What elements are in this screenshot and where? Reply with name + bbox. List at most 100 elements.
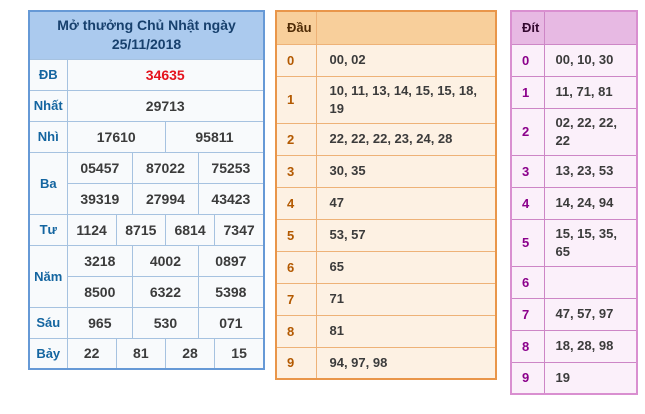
table-row: 39319 27994 43423: [29, 182, 265, 215]
table-row: 8500 6322 5398: [29, 275, 265, 308]
dau-header-label: Đầu: [275, 10, 317, 45]
prize-results-table: Mở thưởng Chủ Nhật ngày 25/11/2018 ĐB 34…: [28, 10, 265, 370]
prize-label-nhi: Nhì: [28, 120, 68, 153]
prize-label-db: ĐB: [28, 58, 68, 91]
table-row: 3 13, 23, 53: [510, 154, 638, 188]
dit-header-label: Đít: [510, 10, 545, 45]
table-row: 2 02, 22, 22, 22: [510, 107, 638, 156]
prize-value: 75253: [197, 151, 265, 184]
prize-value: 3218: [66, 244, 134, 277]
digit-cell: 3: [275, 154, 317, 188]
prize-value: 43423: [197, 182, 265, 215]
numbers-cell: 47, 57, 97: [543, 297, 638, 331]
digit-cell: 7: [510, 297, 545, 331]
table-row: Tư 1124 8715 6814 7347: [28, 213, 265, 246]
prize-value-special: 34635: [66, 58, 265, 91]
table-row: Mở thưởng Chủ Nhật ngày 25/11/2018: [28, 10, 265, 60]
numbers-cell: 81: [315, 314, 497, 348]
prize-value: 15: [214, 337, 265, 370]
digit-cell: 5: [275, 218, 317, 252]
prize-value: 17610: [66, 120, 166, 153]
digit-cell: 4: [275, 186, 317, 220]
digit-cell: 4: [510, 186, 545, 220]
table-row: 8 18, 28, 98: [510, 329, 638, 363]
prize-value: 7347: [214, 213, 265, 246]
prize-value: 29713: [66, 89, 265, 122]
numbers-cell: 00, 02: [315, 43, 497, 77]
prize-label-tu: Tư: [28, 213, 68, 246]
prize-value: 965: [66, 306, 134, 339]
dit-table: Đít 0 00, 10, 30 1 11, 71, 81 2 02, 22, 22,…: [510, 10, 638, 395]
title-line-2: 25/11/2018: [111, 36, 182, 53]
numbers-cell: 71: [315, 282, 497, 316]
table-row: ĐB 34635: [28, 58, 265, 91]
dit-header-spacer: [543, 10, 638, 45]
table-row: 4 14, 24, 94: [510, 186, 638, 220]
prize-value: 071: [197, 306, 265, 339]
table-row: Sáu 965 530 071: [28, 306, 265, 339]
prize-value: 27994: [132, 182, 199, 215]
table-row: 9 94, 97, 98: [275, 346, 497, 380]
numbers-cell: 11, 71, 81: [543, 75, 638, 109]
prize-value: 81: [115, 337, 166, 370]
table-row: Nhất 29713: [28, 89, 265, 122]
table-row: 1 11, 71, 81: [510, 75, 638, 109]
digit-cell: 7: [275, 282, 317, 316]
digit-cell: 0: [275, 43, 317, 77]
prize-label-sau: Sáu: [28, 306, 68, 339]
numbers-cell: 47: [315, 186, 497, 220]
table-row: 5 53, 57: [275, 218, 497, 252]
digit-cell: 8: [510, 329, 545, 363]
numbers-cell: 19: [543, 361, 638, 395]
prize-value: 8500: [66, 275, 134, 308]
title-line-1: Mở thưởng Chủ Nhật ngày: [57, 17, 236, 34]
prize-value: 4002: [132, 244, 199, 277]
prize-value: 05457: [66, 151, 134, 184]
table-row: 2 22, 22, 22, 23, 24, 28: [275, 122, 497, 156]
prize-value: 5398: [197, 275, 265, 308]
prize-label-ba: Ba: [28, 151, 68, 215]
prize-table-title: Mở thưởng Chủ Nhật ngày 25/11/2018: [28, 10, 265, 60]
numbers-cell: 65: [315, 250, 497, 284]
dau-table: Đầu 0 00, 02 1 10, 11, 13, 14, 15, 15, 18,…: [275, 10, 497, 380]
numbers-cell: 00, 10, 30: [543, 43, 638, 77]
numbers-cell: 53, 57: [315, 218, 497, 252]
table-row: 0 00, 10, 30: [510, 43, 638, 77]
digit-cell: 9: [275, 346, 317, 380]
numbers-cell: 10, 11, 13, 14, 15, 15, 18, 19: [315, 75, 497, 124]
digit-cell: 2: [275, 122, 317, 156]
numbers-cell: 13, 23, 53: [543, 154, 638, 188]
digit-cell: 3: [510, 154, 545, 188]
prize-value: 8715: [115, 213, 166, 246]
prize-label-nhat: Nhất: [28, 89, 68, 122]
table-row: 0 00, 02: [275, 43, 497, 77]
numbers-cell: [543, 265, 638, 299]
table-row: 8 81: [275, 314, 497, 348]
prize-value: 1124: [66, 213, 117, 246]
numbers-cell: 94, 97, 98: [315, 346, 497, 380]
prize-value: 87022: [132, 151, 199, 184]
numbers-cell: 30, 35: [315, 154, 497, 188]
table-row: Bảy 22 81 28 15: [28, 337, 265, 370]
prize-value: 6814: [164, 213, 216, 246]
table-row: Đít: [510, 10, 638, 45]
prize-value: 95811: [164, 120, 265, 153]
table-row: Nhì 17610 95811: [28, 120, 265, 153]
prize-value: 530: [132, 306, 199, 339]
digit-cell: 8: [275, 314, 317, 348]
digit-cell: 9: [510, 361, 545, 395]
numbers-cell: 14, 24, 94: [543, 186, 638, 220]
numbers-cell: 02, 22, 22, 22: [543, 107, 638, 156]
digit-cell: 6: [275, 250, 317, 284]
table-row: Ba 05457 87022 75253: [28, 151, 265, 215]
digit-cell: 1: [510, 75, 545, 109]
prize-value: 39319: [66, 182, 134, 215]
table-row: 7 47, 57, 97: [510, 297, 638, 331]
numbers-cell: 15, 15, 35, 65: [543, 218, 638, 267]
prize-value: 0897: [197, 244, 265, 277]
table-row: Đầu: [275, 10, 497, 45]
prize-label-nam: Năm: [28, 244, 68, 308]
table-row: Năm 3218 4002 0897: [28, 244, 265, 308]
table-row: 9 19: [510, 361, 638, 395]
